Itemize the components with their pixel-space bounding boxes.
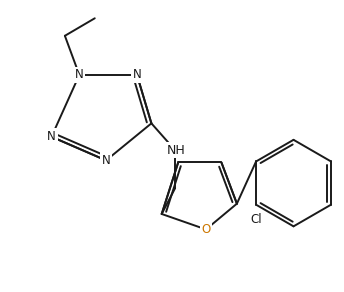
Text: N: N — [47, 130, 56, 143]
Text: N: N — [132, 68, 141, 81]
Text: N: N — [102, 154, 110, 167]
Text: O: O — [201, 223, 211, 236]
Text: NH: NH — [167, 144, 185, 157]
Text: Cl: Cl — [250, 213, 262, 226]
Text: N: N — [75, 68, 84, 81]
